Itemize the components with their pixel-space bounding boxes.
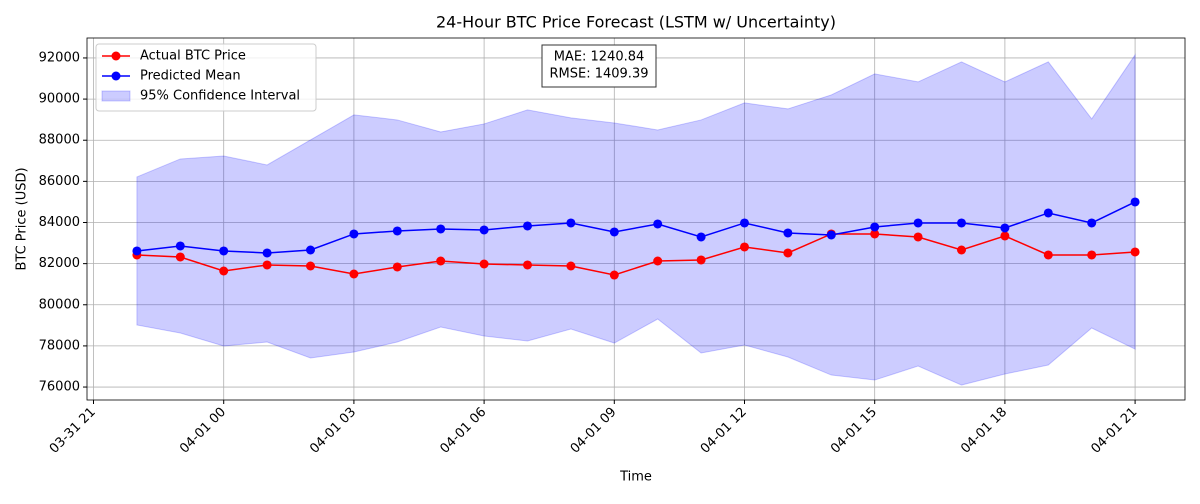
data-point: [913, 232, 923, 242]
legend-label: Predicted Mean: [140, 69, 241, 84]
data-point: [1130, 197, 1140, 207]
data-point: [783, 228, 793, 238]
annotation-text: MAE: 1240.84: [554, 50, 645, 65]
chart-title: 24-Hour BTC Price Forecast (LSTM w/ Unce…: [436, 13, 836, 32]
y-tick-label: 86000: [39, 174, 80, 189]
plot-frame: [86, 37, 1186, 401]
legend-box: [95, 43, 317, 112]
data-point: [1000, 223, 1010, 233]
data-point: [306, 245, 316, 255]
annotation-text: RMSE: 1409.39: [550, 67, 649, 82]
data-point: [566, 261, 576, 271]
y-tick-label: 92000: [39, 50, 80, 65]
x-tick-label: 04-01 00: [177, 405, 229, 457]
legend-label: 95% Confidence Interval: [140, 89, 300, 104]
annotation-box: [541, 44, 657, 88]
data-point: [870, 222, 880, 232]
x-tick-label: 04-01 06: [437, 405, 489, 457]
data-point: [870, 229, 880, 239]
x-tick-label: 04-01 15: [828, 405, 880, 457]
data-point: [1087, 250, 1097, 260]
legend-swatch: [101, 90, 131, 102]
data-point: [609, 227, 619, 237]
x-tick-label: 04-01 21: [1088, 405, 1140, 457]
data-point: [392, 226, 402, 236]
data-point: [783, 248, 793, 258]
data-point: [739, 242, 749, 252]
data-point: [349, 269, 359, 279]
y-axis-label: BTC Price (USD): [15, 167, 30, 270]
data-point: [913, 218, 923, 228]
x-tick-label: 04-01 09: [568, 405, 620, 457]
legend-label: Actual BTC Price: [140, 49, 246, 64]
data-point: [956, 218, 966, 228]
confidence-band: [136, 53, 1136, 386]
data-point: [1043, 250, 1053, 260]
y-tick-label: 88000: [39, 133, 80, 148]
data-point: [392, 262, 402, 272]
y-tick-label: 90000: [39, 92, 80, 107]
data-point: [826, 230, 836, 240]
series-line: [136, 201, 1136, 254]
data-point: [653, 219, 663, 229]
data-point: [696, 232, 706, 242]
y-tick-label: 78000: [39, 338, 80, 353]
y-tick-label: 76000: [39, 380, 80, 395]
x-tick-label: 04-01 12: [698, 405, 750, 457]
data-point: [1087, 218, 1097, 228]
data-point: [1043, 208, 1053, 218]
data-point: [262, 260, 272, 270]
data-point: [1130, 247, 1140, 257]
data-point: [739, 218, 749, 228]
data-point: [479, 259, 489, 269]
data-point: [132, 246, 142, 256]
series-line: [136, 233, 1136, 276]
x-tick-label: 03-31 21: [47, 405, 99, 457]
data-point: [523, 260, 533, 270]
y-tick-label: 80000: [39, 297, 80, 312]
x-axis-label: Time: [619, 470, 652, 485]
y-tick-label: 84000: [39, 215, 80, 230]
data-point: [436, 256, 446, 266]
y-tick-label: 82000: [39, 256, 80, 271]
data-point: [262, 248, 272, 258]
legend-marker: [111, 71, 121, 81]
data-point: [653, 256, 663, 266]
data-point: [175, 241, 185, 251]
data-point: [1000, 231, 1010, 241]
data-point: [479, 225, 489, 235]
data-point: [219, 266, 229, 276]
x-tick-label: 04-01 18: [958, 405, 1010, 457]
data-point: [696, 255, 706, 265]
data-point: [523, 221, 533, 231]
data-point: [219, 246, 229, 256]
data-point: [436, 224, 446, 234]
data-point: [306, 261, 316, 271]
data-point: [956, 245, 966, 255]
data-point: [175, 252, 185, 262]
data-point: [349, 229, 359, 239]
legend-marker: [111, 51, 121, 61]
x-tick-label: 04-01 03: [307, 405, 359, 457]
data-point: [566, 218, 576, 228]
data-point: [609, 270, 619, 280]
